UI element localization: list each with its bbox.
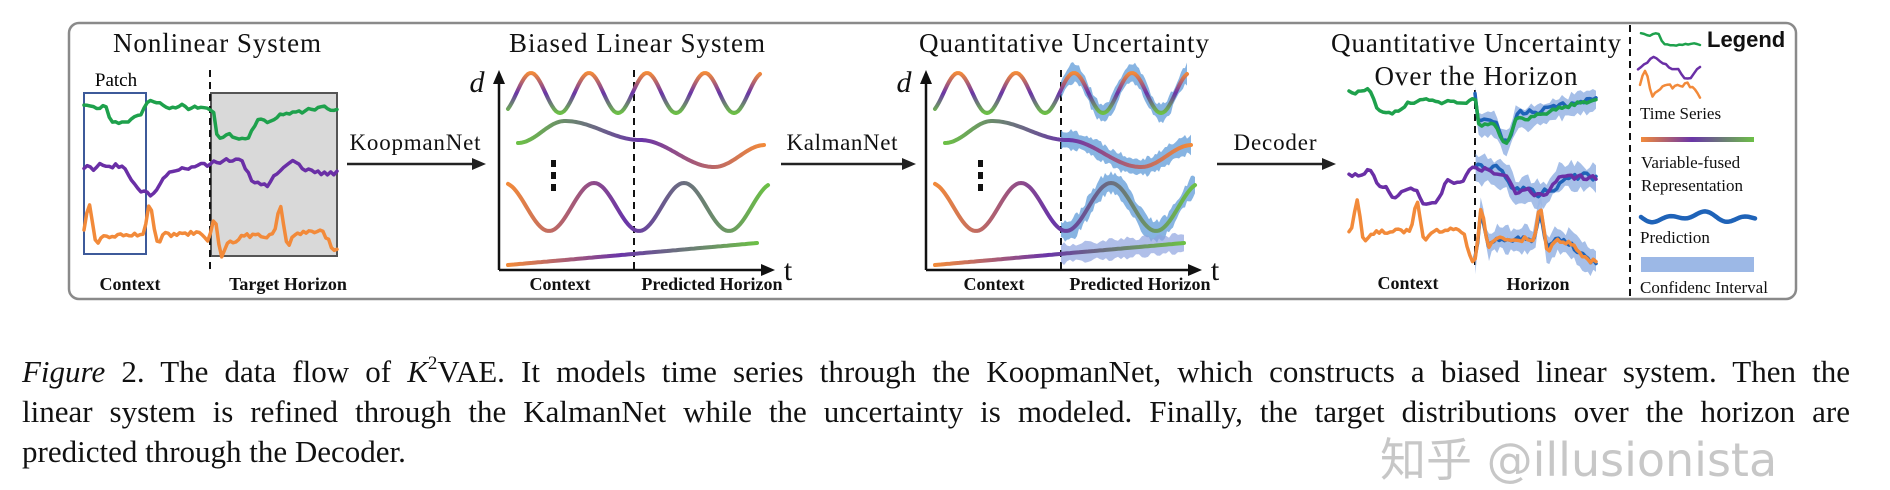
- latent-curve-2: [516, 119, 766, 169]
- quantitative-uncertainty-title: Quantitative Uncertainty: [919, 28, 1210, 58]
- confidence-band: [1061, 171, 1195, 243]
- legend-time-series-orange-icon: [1638, 69, 1702, 99]
- context-label: Context: [1378, 273, 1439, 293]
- legend-representation-swatch: [1641, 137, 1754, 142]
- figure-caption: Figure 2. The data flow of K2VAE. It mod…: [22, 352, 1850, 472]
- legend: Legend Time Series Variable-fused Repres…: [1629, 25, 1785, 298]
- ellipsis-dot: [551, 172, 556, 179]
- biased-linear-system-panel: Biased Linear System d t Context Predict…: [470, 28, 793, 294]
- target-horizon-label: Target Horizon: [229, 274, 347, 294]
- legend-time-series-label: Time Series: [1640, 104, 1721, 123]
- latent-curve-3: [506, 181, 770, 233]
- x-axis-arrowhead: [1188, 264, 1202, 276]
- context-label: Context: [964, 274, 1025, 294]
- legend-title: Legend: [1707, 27, 1785, 52]
- x-axis-label: t: [784, 254, 793, 287]
- horizon-title-line1: Quantitative Uncertainty: [1331, 28, 1622, 58]
- predicted-horizon-label: Predicted Horizon: [641, 274, 782, 294]
- caption-line-1: Figure 2. The data flow of K2VAE. It mod…: [22, 352, 1850, 392]
- caption-figure-number: 2.: [121, 354, 145, 389]
- horizon-uncertainty-panel: Quantitative Uncertainty Over the Horizo…: [1331, 28, 1622, 294]
- caption-figure-label: Figure: [22, 354, 106, 389]
- context-label: Context: [530, 274, 591, 294]
- latent-curve-1: [506, 71, 762, 115]
- time-series-green: [1347, 86, 1598, 145]
- patch-box: [83, 92, 147, 255]
- latent-curve-3: [933, 181, 1197, 233]
- y-axis-arrowhead: [920, 70, 932, 84]
- decoder-arrow: Decoder: [1217, 130, 1336, 170]
- caption-superscript: 2: [427, 353, 438, 374]
- y-axis-label: d: [897, 66, 913, 99]
- latent-curve-4: [933, 241, 1186, 267]
- caption-line1-rest: VAE. It models time series through the K…: [437, 354, 1850, 389]
- caption-line-3: predicted through the Decoder.: [22, 434, 406, 469]
- time-series-purple: [82, 157, 339, 198]
- koopmannet-arrow: KoopmanNet: [347, 130, 486, 170]
- confidence-band: [1061, 62, 1187, 124]
- ellipsis-dot: [551, 184, 556, 191]
- y-axis-label: d: [470, 66, 486, 99]
- time-series-orange: [1347, 198, 1598, 265]
- caption-line-2: linear system is refined through the Kal…: [22, 394, 1850, 429]
- koopmannet-label: KoopmanNet: [350, 130, 482, 155]
- biased-linear-title: Biased Linear System: [509, 28, 765, 58]
- ellipsis-dot: [978, 172, 983, 179]
- x-axis-label: t: [1211, 254, 1220, 287]
- ellipsis-dot: [551, 160, 556, 167]
- kalmannet-arrow: KalmanNet: [781, 130, 916, 170]
- legend-time-series-green-icon: [1639, 31, 1702, 47]
- ellipsis-dot: [978, 184, 983, 191]
- legend-prediction-label: Prediction: [1640, 228, 1710, 247]
- arrow-head: [902, 158, 916, 170]
- latent-curve-4: [506, 241, 759, 267]
- context-label: Context: [100, 274, 161, 294]
- nonlinear-system-panel: Nonlinear System Patch Context Target Ho…: [82, 28, 347, 294]
- kalmannet-label: KalmanNet: [787, 130, 899, 155]
- patch-label: Patch: [95, 70, 138, 91]
- arrow-head: [1322, 158, 1336, 170]
- time-series-orange: [82, 203, 339, 259]
- y-axis-arrowhead: [493, 70, 505, 84]
- time-series-purple: [1347, 165, 1598, 206]
- k2vae-data-flow-figure: Nonlinear System Patch Context Target Ho…: [67, 21, 1798, 301]
- decoder-label: Decoder: [1234, 130, 1317, 155]
- x-axis-arrowhead: [761, 264, 775, 276]
- legend-confidence-label: Confidenc Interval: [1640, 278, 1768, 297]
- caption-symbol: K: [407, 354, 428, 389]
- figure-frame: [67, 21, 1798, 301]
- legend-representation-label-line2: Representation: [1641, 176, 1743, 195]
- legend-time-series-purple-icon: [1636, 55, 1702, 80]
- arrow-head: [472, 158, 486, 170]
- legend-confidence-swatch: [1641, 257, 1754, 272]
- horizon-title-line2: Over the Horizon: [1375, 61, 1579, 91]
- time-series-green: [82, 98, 339, 141]
- latent-curve-2: [943, 119, 1193, 169]
- latent-curve-1: [933, 71, 1189, 115]
- caption-text-a: The data flow of: [160, 354, 392, 389]
- nonlinear-title: Nonlinear System: [113, 28, 321, 58]
- confidence-band: [1061, 129, 1191, 177]
- legend-prediction-icon: [1638, 209, 1758, 225]
- legend-representation-label-line1: Variable-fused: [1641, 153, 1741, 172]
- confidence-band: [1475, 153, 1596, 210]
- quantitative-uncertainty-panel: Quantitative Uncertainty d t Context Pre…: [897, 28, 1220, 294]
- horizon-label: Horizon: [1507, 274, 1570, 294]
- ellipsis-dot: [978, 160, 983, 167]
- predicted-horizon-label: Predicted Horizon: [1069, 274, 1210, 294]
